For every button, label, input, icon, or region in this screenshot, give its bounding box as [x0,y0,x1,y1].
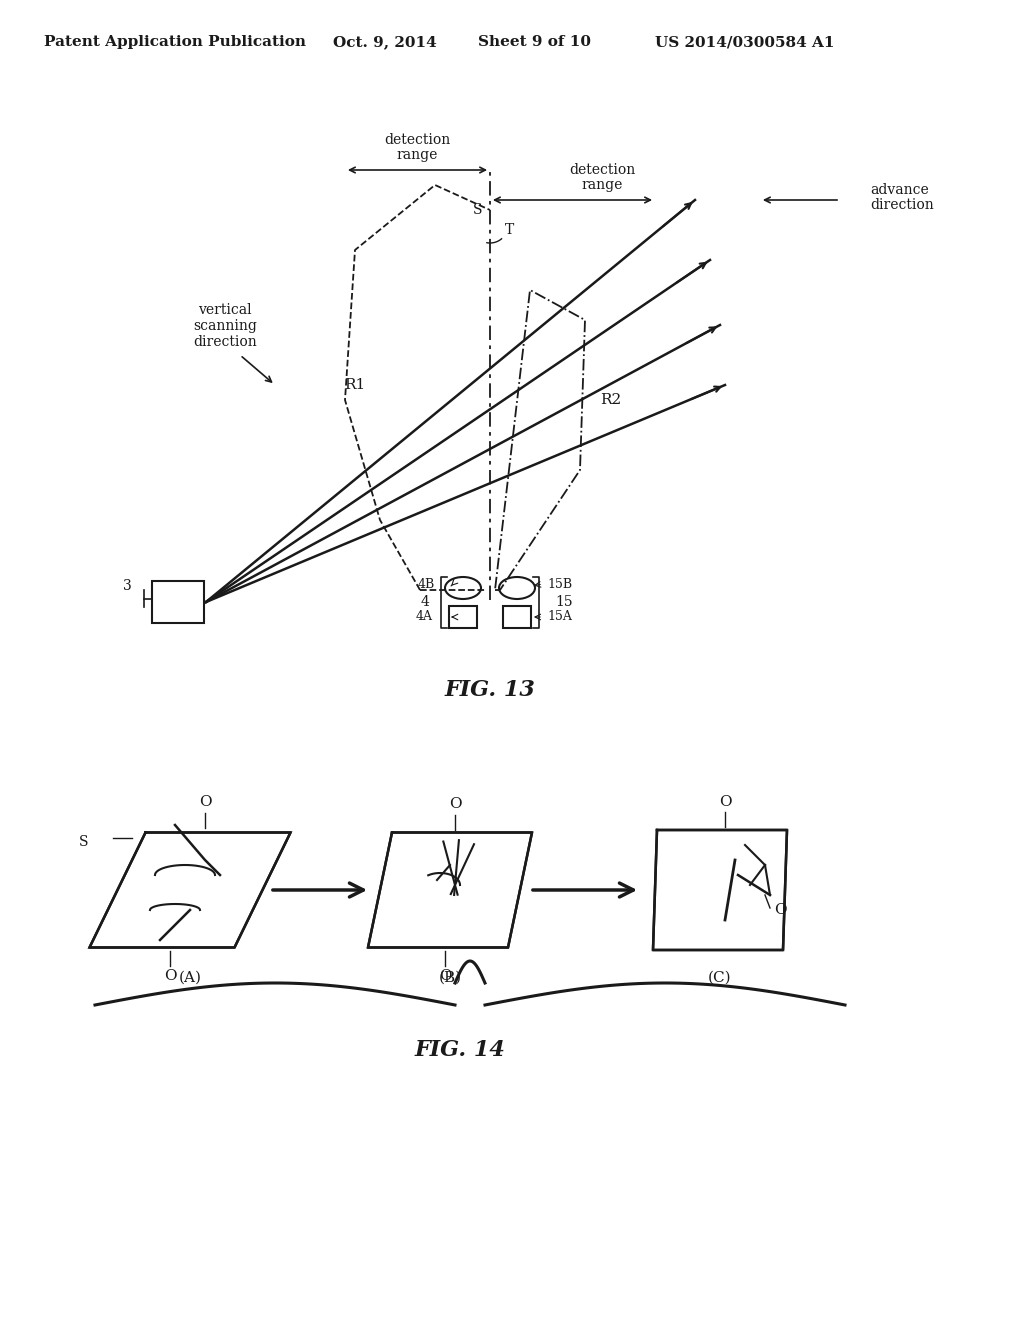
Text: Sheet 9 of 10: Sheet 9 of 10 [478,36,592,49]
Text: 4A: 4A [416,610,433,623]
Text: 15: 15 [555,595,572,610]
Text: detection: detection [569,162,636,177]
Text: O: O [719,795,731,809]
Text: O: O [164,969,176,982]
Text: 15A: 15A [547,610,571,623]
Text: (B): (B) [438,972,462,985]
Bar [503,606,531,628]
Text: R2: R2 [600,393,622,407]
Bar [449,606,477,628]
Text: R1: R1 [344,378,366,392]
Text: Patent Application Publication: Patent Application Publication [44,36,306,49]
Text: O: O [449,797,462,812]
Text: 3: 3 [123,579,132,593]
Text: FIG. 13: FIG. 13 [444,678,536,701]
Polygon shape [653,830,787,950]
Text: Oct. 9, 2014: Oct. 9, 2014 [333,36,437,49]
Text: O: O [438,969,452,982]
Text: O: O [774,903,786,917]
Text: FIG. 14: FIG. 14 [415,1039,506,1061]
Text: scanning: scanning [194,319,257,333]
Text: range: range [397,148,438,162]
Text: O: O [199,796,211,809]
Text: direction: direction [870,198,934,213]
Text: advance: advance [870,183,929,197]
Text: range: range [582,178,624,191]
Text: S: S [79,836,88,850]
Text: detection: detection [384,133,451,147]
Text: (C): (C) [709,972,732,985]
Text: vertical: vertical [199,304,252,317]
Text: (A): (A) [178,972,202,985]
Text: T: T [505,223,514,238]
Text: S: S [472,203,482,216]
Polygon shape [89,833,291,948]
Bar [152,581,204,623]
Polygon shape [368,833,532,948]
Text: 15B: 15B [547,578,572,590]
Text: 4: 4 [420,595,429,610]
Text: 4B: 4B [418,578,435,590]
Text: direction: direction [194,335,257,348]
Text: US 2014/0300584 A1: US 2014/0300584 A1 [655,36,835,49]
